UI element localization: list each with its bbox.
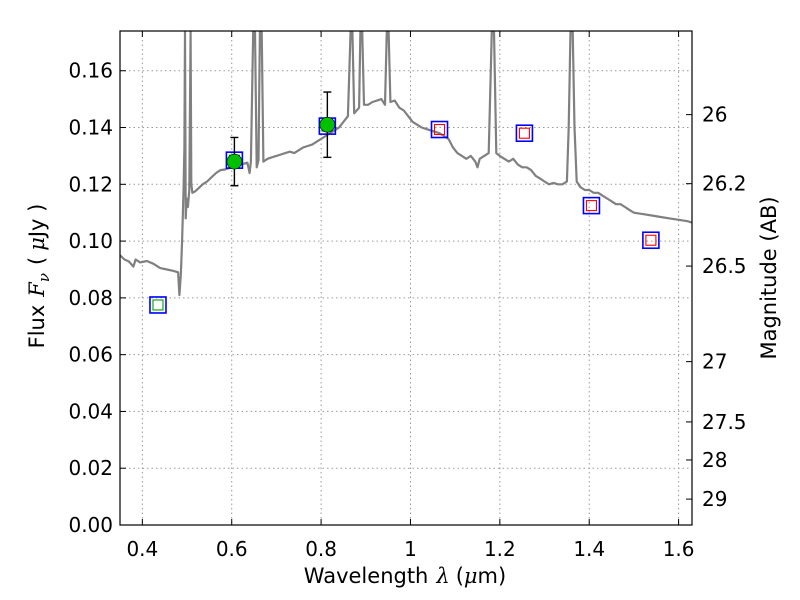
y2-tick-label: 26.5 [702,254,747,278]
y-tick-label: 0.16 [68,59,113,83]
x-axis-title: Wavelength λ (μm) [304,564,506,588]
x-tick-label: 1.4 [573,537,605,561]
y-axis-title: FluxFν(μJy ) [25,204,53,349]
model-photometry-inner [585,200,598,212]
plot-area [120,31,692,314]
model-photometry-square [515,124,534,143]
grid [120,31,692,526]
y2-tick-label: 27 [702,350,727,374]
model-photometry-inner [433,123,446,136]
y-tick-label: 0.06 [68,343,113,367]
x-tick-label: 1.2 [484,537,516,561]
model-photometry-square [430,120,449,139]
axis-ticks: 0.4 0.6 0.8 1 1.2 1.4 1.6 0.00 0.02 0.04 0.06 0.08 0… [68,31,747,561]
y2-tick-label: 29 [702,487,727,511]
model-photometry-square [149,296,167,314]
y2-tick-label: 26.2 [702,172,747,196]
y2-tick-label: 28 [702,448,727,472]
x-tick-label: 1.6 [663,537,695,561]
model-photometry-inner [518,127,530,139]
y-tick-label: 0.04 [68,399,113,423]
x-tick-label: 0.8 [305,537,337,561]
y-tick-label: 0.02 [68,456,113,480]
x-tick-label: 1 [404,537,417,561]
observed-photometry-point [226,153,243,170]
y-tick-label: 0.08 [68,286,113,310]
x-tick-label: 0.4 [126,537,158,561]
observed-photometry-point [319,116,336,133]
model-photometry-square [642,231,660,250]
model-photometry-inner [152,299,164,311]
y-tick-label: 0.00 [68,513,113,537]
y2-tick-label: 27.5 [702,410,747,434]
y2-axis-title: Magnitude (AB) [757,196,781,359]
model-photometry-inner [645,234,657,246]
y-tick-label: 0.10 [68,229,113,253]
plot-data [120,31,692,314]
y2-tick-label: 26 [702,103,727,127]
x-tick-label: 0.6 [216,537,248,561]
plot-frame [119,30,693,526]
spectrum-line [120,31,692,297]
y-tick-label: 0.12 [68,172,113,196]
model-photometry-square [582,196,601,215]
y-tick-label: 0.14 [68,116,113,140]
